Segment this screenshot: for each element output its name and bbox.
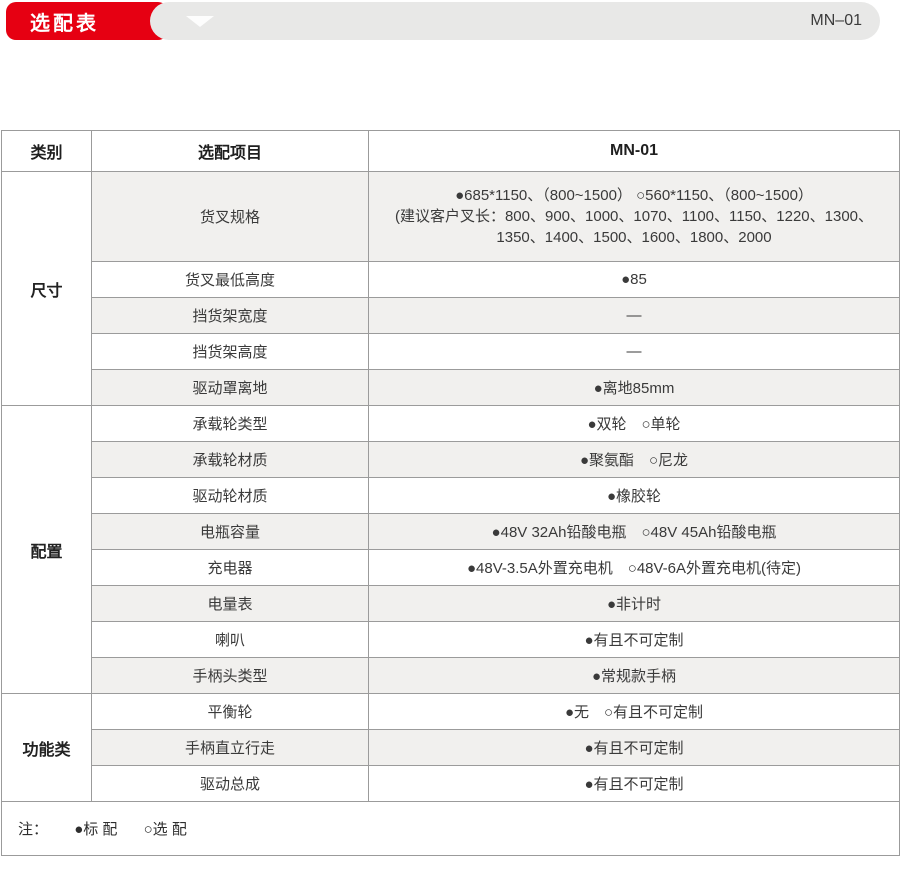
item-cell: 货叉最低高度 (91, 261, 369, 298)
item-cell: 手柄直立行走 (91, 729, 369, 766)
table-row: 货叉最低高度 ●85 (2, 261, 900, 298)
item-cell: 货叉规格 (91, 171, 369, 262)
item-cell: 承载轮类型 (91, 405, 369, 442)
value-cell: ●有且不可定制 (368, 729, 900, 766)
value-cell: ●685*1150、（800~1500） ○560*1150、（800~1500… (368, 171, 900, 262)
option-spec-table: 类别 选配项目 MN-01 尺寸 货叉规格 ●685*1150、（800~150… (1, 130, 900, 856)
table-row: 喇叭 ●有且不可定制 (2, 621, 900, 658)
item-cell: 平衡轮 (91, 693, 369, 730)
value-cell: ●有且不可定制 (368, 621, 900, 658)
item-cell: 挡货架高度 (91, 333, 369, 370)
note-row: 注： ●标 配 ○选 配 (1, 801, 900, 856)
category-cell-function: 功能类 (1, 693, 92, 802)
item-cell: 电量表 (91, 585, 369, 622)
value-cell: ●48V 32Ah铅酸电瓶 ○48V 45Ah铅酸电瓶 (368, 513, 900, 550)
header-category: 类别 (1, 130, 92, 172)
note-optional-legend: ○选 配 (143, 821, 187, 838)
item-cell: 充电器 (91, 549, 369, 586)
table-row: 配置 承载轮类型 ●双轮 ○单轮 (1, 405, 900, 694)
value-cell: ●常规款手柄 (368, 657, 900, 694)
value-cell: — (368, 333, 900, 370)
page-title: 选配表 (30, 12, 99, 35)
table-row: 驱动罩离地 ●离地85mm (2, 369, 900, 406)
value-cell: ●非计时 (368, 585, 900, 622)
category-cell-size: 尺寸 (1, 171, 92, 406)
category-cell-config: 配置 (1, 405, 92, 694)
section-title-tab: 选配表 (6, 2, 168, 40)
item-cell: 挡货架宽度 (91, 297, 369, 334)
table-row: 充电器 ●48V-3.5A外置充电机 ○48V-6A外置充电机(待定) (2, 549, 900, 586)
header-option-item: 选配项目 (91, 130, 369, 172)
fork-spec-line3: 1350、1400、1500、1600、1800、2000 (496, 229, 772, 246)
value-cell: ●双轮 ○单轮 (368, 405, 900, 442)
value-cell: ●85 (368, 261, 900, 298)
table-row: 功能类 平衡轮 ●无 ○有且不可定制 (1, 693, 900, 802)
fork-spec-line1: ●685*1150、（800~1500） ○560*1150、（800~1500… (455, 187, 813, 204)
table-row: 驱动总成 ●有且不可定制 (2, 765, 900, 802)
value-cell: ●无 ○有且不可定制 (368, 693, 900, 730)
page-header: 选配表 MN–01 (0, 0, 900, 42)
note-standard-legend: ●标 配 (74, 821, 118, 838)
item-cell: 驱动罩离地 (91, 369, 369, 406)
value-cell: ●离地85mm (368, 369, 900, 406)
note-label: 注： (18, 821, 49, 838)
legend-note: 注： ●标 配 ○选 配 (1, 801, 900, 856)
table-row: 手柄直立行走 ●有且不可定制 (2, 729, 900, 766)
model-code: MN–01 (810, 12, 862, 29)
value-cell: ●48V-3.5A外置充电机 ○48V-6A外置充电机(待定) (368, 549, 900, 586)
value-cell: — (368, 297, 900, 334)
item-cell: 手柄头类型 (91, 657, 369, 694)
item-cell: 喇叭 (91, 621, 369, 658)
table-row: 挡货架宽度 — (2, 297, 900, 334)
table-row: 驱动轮材质 ●橡胶轮 (2, 477, 900, 514)
item-cell: 电瓶容量 (91, 513, 369, 550)
table-row: 承载轮材质 ●聚氨酯 ○尼龙 (2, 441, 900, 478)
table-row: 电量表 ●非计时 (2, 585, 900, 622)
header-model: MN-01 (368, 130, 900, 172)
table-row: 尺寸 货叉规格 ●685*1150、（800~1500） ○560*1150、（… (1, 171, 900, 406)
header-bar: MN–01 (150, 2, 880, 40)
item-cell: 驱动轮材质 (91, 477, 369, 514)
table-row: 手柄头类型 ●常规款手柄 (2, 657, 900, 694)
chevron-down-icon (186, 16, 214, 27)
value-cell: ●橡胶轮 (368, 477, 900, 514)
value-cell: ●聚氨酯 ○尼龙 (368, 441, 900, 478)
fork-spec-line2: (建议客户叉长：800、900、1000、1070、1100、1150、1220… (394, 208, 874, 225)
table-header-row: 类别 选配项目 MN-01 (1, 130, 900, 172)
item-cell: 承载轮材质 (91, 441, 369, 478)
table-row: 电瓶容量 ●48V 32Ah铅酸电瓶 ○48V 45Ah铅酸电瓶 (2, 513, 900, 550)
item-cell: 驱动总成 (91, 765, 369, 802)
value-cell: ●有且不可定制 (368, 765, 900, 802)
table-row: 挡货架高度 — (2, 333, 900, 370)
